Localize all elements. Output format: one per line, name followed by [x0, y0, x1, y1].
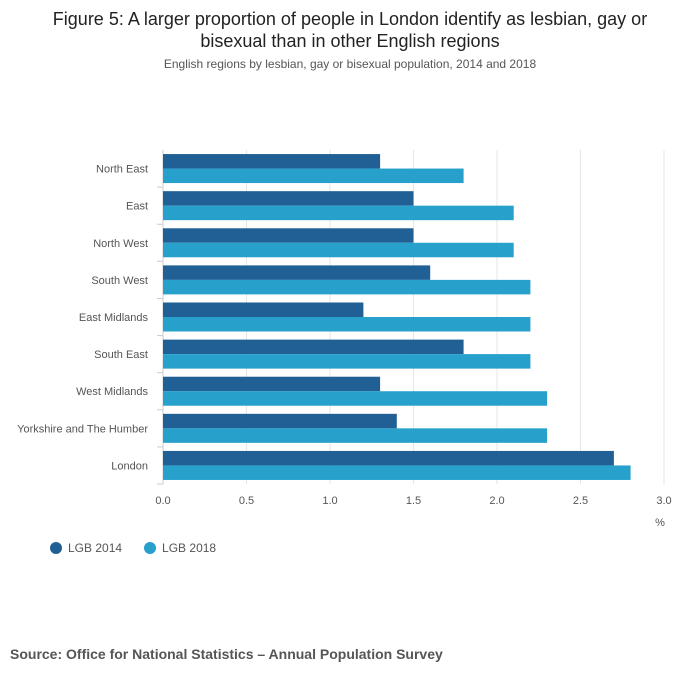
x-tick-label: 2.0 — [489, 495, 504, 507]
legend-item-2014[interactable]: LGB 2014 — [50, 541, 122, 555]
x-tick-label: 1.5 — [406, 495, 421, 507]
bar-2014 — [163, 154, 381, 169]
x-tick-label: 3.0 — [656, 495, 671, 507]
legend-dot-2014-icon — [50, 542, 62, 554]
category-label: North East — [96, 164, 148, 176]
x-axis-label: % — [655, 517, 665, 529]
category-label: West Midlands — [76, 386, 148, 398]
source-note: Source: Office for National Statistics –… — [10, 646, 443, 662]
bar-2014 — [163, 265, 431, 280]
bar-2014 — [163, 339, 464, 355]
legend-dot-2018-icon — [144, 542, 157, 554]
bar-chart: 0.0 0.5 1.0 1.5 2.0 2.5 3.0% North East East Nort… — [17, 150, 672, 529]
bar-2018 — [163, 205, 514, 221]
bar-2018 — [163, 317, 531, 332]
category-label: South West — [91, 275, 148, 287]
legend: LGB 2014 LGB 2018 — [50, 541, 216, 555]
bar-2014 — [163, 413, 397, 429]
bar-2018 — [163, 242, 514, 258]
bar-2014 — [163, 191, 414, 206]
bar-2018 — [163, 168, 464, 184]
x-tick-label: 0.5 — [239, 495, 254, 507]
bar-2018 — [163, 428, 548, 443]
x-tick-label: 0.0 — [155, 495, 170, 507]
bar-2018 — [163, 465, 631, 480]
bar-2018 — [163, 279, 531, 295]
category-label: East — [126, 201, 148, 213]
chart-subtitle: English regions by lesbian, gay or bisex… — [163, 57, 537, 71]
bar-2014 — [163, 450, 614, 466]
x-tick-label: 2.5 — [573, 495, 588, 507]
bar-2014 — [163, 376, 381, 392]
category-label: Yorkshire and The Humber — [17, 423, 148, 435]
bar-2018 — [163, 391, 548, 406]
bar-2014 — [163, 302, 364, 317]
category-label: East Midlands — [79, 312, 149, 324]
bar-2014 — [163, 228, 414, 243]
chart-title: Figure 5: A larger proportion of people … — [52, 9, 648, 51]
legend-label-2014: LGB 2014 — [68, 541, 123, 555]
legend-item-2018[interactable]: LGB 2018 — [144, 541, 216, 555]
x-tick-label: 1.0 — [322, 495, 337, 507]
category-label: South East — [94, 349, 148, 361]
category-label: North West — [93, 238, 148, 250]
bar-2018 — [163, 354, 531, 369]
category-label: London — [111, 460, 148, 472]
legend-label-2018: LGB 2018 — [162, 541, 217, 555]
